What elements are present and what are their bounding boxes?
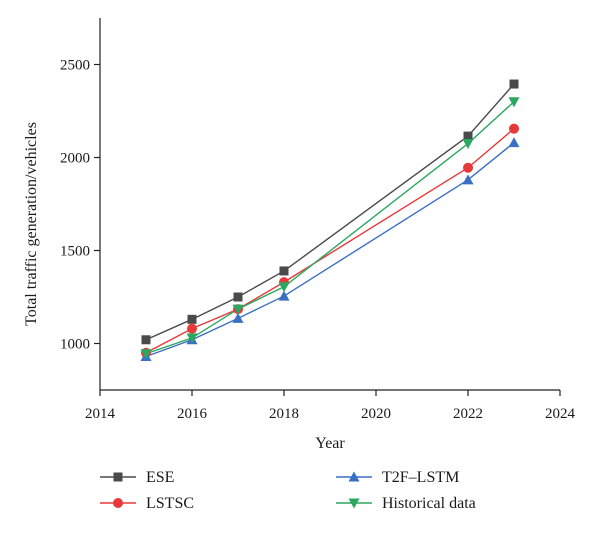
x-tick-label: 2020 <box>361 406 391 422</box>
y-axis-title: Total traffic generation/vehicles <box>23 122 40 326</box>
series-line-0 <box>145 83 515 341</box>
data-point-0-1 <box>187 314 197 324</box>
x-tick-label: 2016 <box>177 406 208 422</box>
legend: ESE LSTSC T2F–LSTM Historical data <box>100 469 476 512</box>
data-point-2-5 <box>508 137 520 148</box>
data-point-2-2 <box>232 312 244 323</box>
series-group <box>140 79 520 362</box>
data-point-3-4 <box>462 139 474 150</box>
data-point-0-5 <box>509 79 519 89</box>
data-point-3-1 <box>186 333 198 344</box>
y-tick-label: 2000 <box>60 151 90 167</box>
data-point-0-2 <box>233 292 243 302</box>
x-tick-label: 2014 <box>85 406 116 422</box>
x-tick-label: 2018 <box>269 406 299 422</box>
data-point-2-4 <box>462 174 474 185</box>
data-point-0-0 <box>141 335 151 345</box>
series-line-3 <box>145 101 515 355</box>
y-tick-label: 1000 <box>60 337 90 353</box>
axes: 2014 2016 2018 2020 2022 2024 1000 1500 2000 2500… <box>23 18 576 452</box>
data-point-3-2 <box>232 304 244 315</box>
legend-label-0: ESE <box>146 469 174 486</box>
data-point-2-3 <box>278 290 290 301</box>
y-tick-label: 2500 <box>60 58 90 74</box>
legend-label-3: Historical data <box>382 495 476 512</box>
x-tick-label: 2024 <box>545 406 576 422</box>
data-point-0-3 <box>279 266 289 276</box>
data-point-3-5 <box>508 97 520 108</box>
data-point-1-1 <box>187 323 197 334</box>
legend-marker-0 <box>113 472 123 482</box>
legend-marker-2 <box>348 471 360 482</box>
series-line-2 <box>145 142 515 358</box>
data-point-3-3 <box>278 282 290 293</box>
x-tick-label: 2022 <box>453 406 483 422</box>
x-axis-title: Year <box>315 435 345 452</box>
legend-label-2: T2F–LSTM <box>382 469 459 486</box>
data-point-3-0 <box>140 349 152 360</box>
y-tick-label: 1500 <box>60 244 90 260</box>
data-point-0-4 <box>463 131 473 141</box>
series-line-1 <box>145 128 515 354</box>
legend-label-1: LSTSC <box>146 495 194 512</box>
data-point-1-5 <box>509 123 519 134</box>
data-point-1-4 <box>463 162 473 173</box>
legend-marker-1 <box>113 498 123 508</box>
legend-marker-3 <box>348 498 360 509</box>
